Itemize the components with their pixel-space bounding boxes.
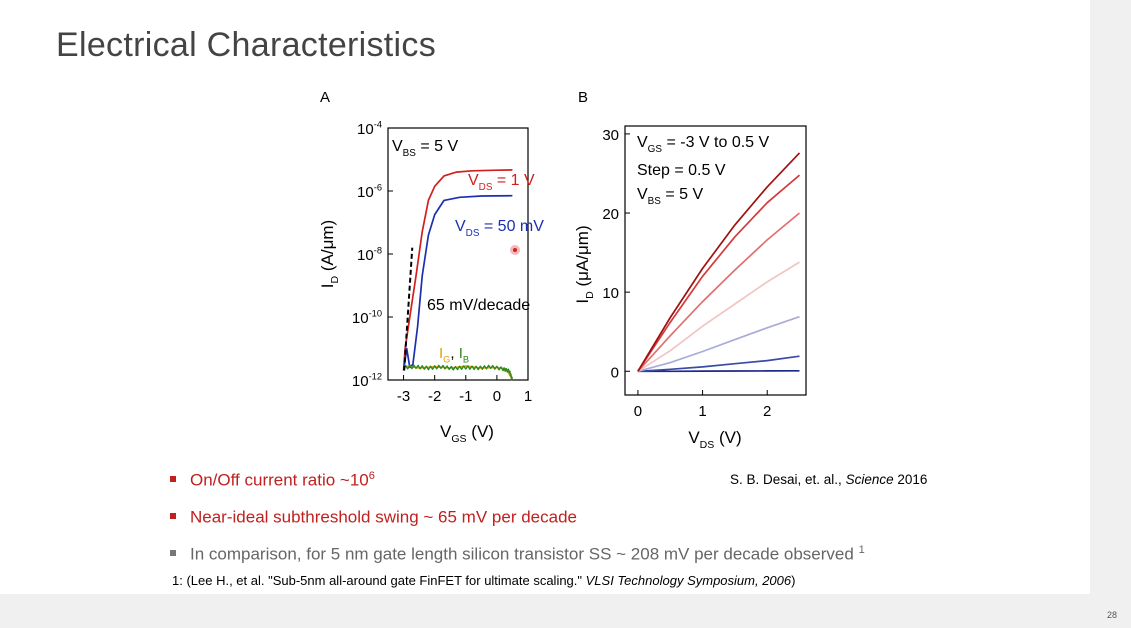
series-line-b-2 xyxy=(637,315,800,373)
plot-frame-b xyxy=(624,125,807,396)
y-tick-label-a: 10-4 xyxy=(357,119,382,138)
panel-label-b: B xyxy=(578,89,589,106)
y-tick-label-a: 10-8 xyxy=(357,245,382,264)
y-tick-label-b: 0 xyxy=(611,364,619,381)
bullet-subthreshold-swing: Near-ideal subthreshold swing ~ 65 mV pe… xyxy=(170,507,577,528)
bullet-marker xyxy=(170,550,176,557)
x-tick-label-b: 2 xyxy=(763,403,771,420)
slide-footer-bar xyxy=(0,594,1131,628)
bullet-marker xyxy=(170,476,176,483)
bullet-silicon-comparison: In comparison, for 5 nm gate length sili… xyxy=(170,544,865,565)
x-tick-label-b: 1 xyxy=(698,403,706,420)
chart-a-transfer-characteristics: -3 -2 -1 0 1 10-12 10-10 10-8 10-6 10-4 VGS (V) ID … xyxy=(318,119,544,445)
footnote: 1: (Lee H., et al. "Sub-5nm all-around g… xyxy=(172,573,796,588)
series-line-b-4 xyxy=(637,212,801,372)
annotation-step: Step = 0.5 V xyxy=(637,162,726,179)
x-axis-label-a: VGS (V) xyxy=(440,422,494,445)
series-line-b-1 xyxy=(637,355,800,373)
pointer-dot xyxy=(513,248,517,252)
annotation-swing: 65 mV/decade xyxy=(427,297,530,314)
y-tick-label-a: 10-6 xyxy=(357,182,382,201)
scrollbar-track[interactable] xyxy=(1090,0,1131,628)
bullet-marker xyxy=(170,513,176,520)
page-title: Electrical Characteristics xyxy=(56,26,437,64)
x-tick-label-a: -2 xyxy=(428,388,441,405)
plot-frame-a xyxy=(387,127,529,381)
x-tick-label-a: -1 xyxy=(459,388,472,405)
annotation-vds-1v: VDS = 1 V xyxy=(468,172,535,193)
y-tick-label-a: 10-10 xyxy=(352,308,382,327)
panel-label-a: A xyxy=(320,89,331,106)
series-line-a-0 xyxy=(402,169,513,371)
series-line-b-6 xyxy=(637,152,801,372)
slide xyxy=(0,0,1090,594)
bullet-on-off-ratio: On/Off current ratio ~106 xyxy=(170,470,375,491)
subthreshold-fit-line xyxy=(403,247,414,371)
annotation-vbs-b: VBS = 5 V xyxy=(637,186,703,207)
x-tick-label-a: 1 xyxy=(524,388,532,405)
y-axis-label-a: ID (A/μm) xyxy=(318,220,341,288)
x-axis-label-b: VDS (V) xyxy=(688,428,741,451)
y-tick-label-b: 30 xyxy=(602,127,619,144)
y-tick-label-b: 20 xyxy=(602,206,619,223)
x-tick-label-a: 0 xyxy=(493,388,501,405)
y-tick-label-a: 10-12 xyxy=(352,371,382,390)
annotation-vgs-range: VGS = -3 V to 0.5 V xyxy=(637,134,770,155)
x-tick-label-b: 0 xyxy=(634,403,642,420)
page-number: 28 xyxy=(1106,610,1117,620)
series-line-b-0 xyxy=(637,369,800,373)
citation: S. B. Desai, et. al., Science 2016 xyxy=(730,472,928,487)
y-axis-label-b: ID (μA/μm) xyxy=(573,225,596,303)
series-line-b-3 xyxy=(637,261,800,373)
series-line-a-3 xyxy=(403,364,514,381)
y-tick-label-b: 10 xyxy=(602,285,619,302)
series-line-b-5 xyxy=(637,174,801,372)
annotation-vds-50mv: VDS = 50 mV xyxy=(455,218,544,239)
series-line-a-1 xyxy=(402,194,513,371)
x-tick-label-a: -3 xyxy=(397,388,410,405)
annotation-leakage: IG, IB xyxy=(439,345,469,365)
annotation-vbs: VBS = 5 V xyxy=(392,138,458,159)
